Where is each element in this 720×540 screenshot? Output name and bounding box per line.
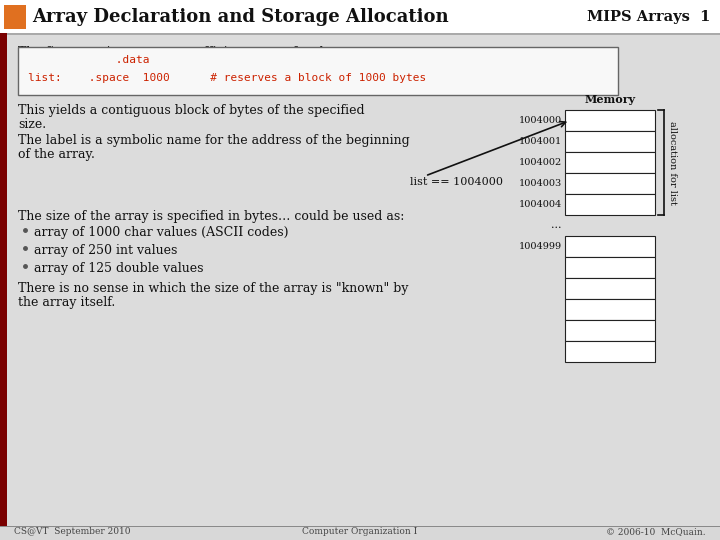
Text: list:    .space  1000      # reserves a block of 1000 bytes: list: .space 1000 # reserves a block of … [28, 73, 426, 83]
Bar [0, 33, 720, 35]
Text: size.: size. [18, 118, 46, 131]
Bar [565, 278, 655, 299]
Bar [0, 0, 720, 33]
Text: The label is a symbolic name for the address of the beginning: The label is a symbolic name for the add… [18, 134, 410, 147]
Text: 1004000: 1004000 [519, 116, 562, 125]
Text: There is no sense in which the size of the array is "known" by: There is no sense in which the size of t… [18, 282, 408, 295]
Text: array of 250 int values: array of 250 int values [34, 244, 177, 257]
Text: CS@VT  September 2010: CS@VT September 2010 [14, 528, 130, 537]
Text: 1004999: 1004999 [519, 242, 562, 251]
Text: This yields a contiguous block of bytes of the specified: This yields a contiguous block of bytes … [18, 104, 364, 117]
Text: Array Declaration and Storage Allocation: Array Declaration and Storage Allocation [32, 8, 449, 26]
Bar [4, 5, 26, 29]
Text: The first step is to reserve sufficient space for the array:: The first step is to reserve sufficient … [18, 46, 377, 59]
Text: Computer Organization I: Computer Organization I [302, 528, 418, 537]
Bar [565, 320, 655, 341]
Text: array of 125 double values: array of 125 double values [34, 262, 204, 275]
Text: 1004003: 1004003 [518, 179, 562, 188]
Bar [565, 152, 655, 173]
Bar [565, 173, 655, 194]
Bar [565, 299, 655, 320]
Text: list == 1004000: list == 1004000 [410, 177, 503, 187]
Bar [565, 341, 655, 362]
Bar [565, 194, 655, 215]
Text: © 2006-10  McQuain.: © 2006-10 McQuain. [606, 528, 706, 537]
Text: 1004004: 1004004 [518, 200, 562, 209]
Bar [565, 236, 655, 257]
Text: Memory: Memory [585, 94, 636, 105]
Bar [0, 33, 7, 526]
Bar [565, 257, 655, 278]
Text: The size of the array is specified in bytes… could be used as:: The size of the array is specified in by… [18, 210, 405, 223]
Text: MIPS Arrays  1: MIPS Arrays 1 [587, 10, 710, 24]
Text: 1004001: 1004001 [518, 137, 562, 146]
Text: .data: .data [28, 55, 150, 65]
Text: 1004002: 1004002 [518, 158, 562, 167]
Bar [565, 131, 655, 152]
Text: ...: ... [552, 220, 562, 231]
Text: array of 1000 char values (ASCII codes): array of 1000 char values (ASCII codes) [34, 226, 289, 239]
Bar [18, 47, 618, 95]
Text: of the array.: of the array. [18, 148, 95, 161]
Text: allocation for list: allocation for list [667, 120, 677, 205]
Bar [565, 110, 655, 131]
Text: the array itself.: the array itself. [18, 296, 115, 309]
